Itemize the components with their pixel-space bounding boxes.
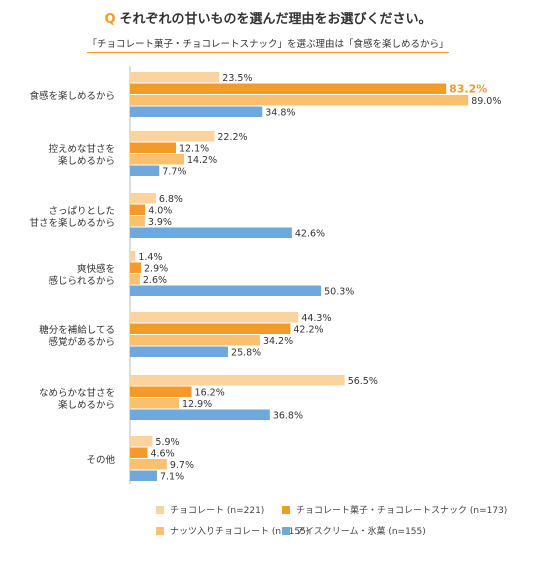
data-label: 7.1% (160, 472, 184, 483)
data-label: 89.0% (471, 96, 501, 107)
question-text: それぞれの甘いものを選んだ理由をお選びください。 (119, 12, 432, 27)
bar (130, 346, 229, 357)
data-label: 2.6% (143, 275, 167, 286)
chart-subtitle: 「チョコレート菓子・チョコレートスナック」を選ぶ理由は「食感を楽しめるから」 (0, 36, 536, 53)
bar (130, 165, 160, 176)
legend-item-chocolate-snack: チョコレート菓子・チョコレートスナック (n=173) (282, 503, 507, 516)
legend-swatch-chocolate-snack (282, 506, 290, 514)
bar (130, 72, 220, 83)
data-label: 44.3% (301, 313, 331, 324)
category-label: 食感を楽しめるから (29, 90, 115, 102)
bar (130, 312, 299, 323)
bar (130, 409, 270, 420)
subtitle-text: 「チョコレート菓子・チョコレートスナック」を選ぶ理由は「食感を楽しめるから」 (87, 39, 449, 53)
category-label: 控えめな甘さを (48, 143, 115, 155)
category-label: 糖分を補給してる (39, 324, 115, 336)
legend-label-ice-cream: アイスクリーム・氷菓 (n=155) (296, 527, 426, 537)
bar (130, 386, 192, 397)
category-label: さっぱりとした (48, 206, 115, 217)
data-label: 50.3% (324, 287, 354, 298)
bar (130, 193, 156, 204)
data-label: 16.2% (195, 388, 225, 399)
category-label: 感覚があるから (48, 336, 115, 348)
data-label: 36.8% (273, 411, 303, 422)
data-label: 7.7% (162, 167, 186, 178)
data-label: 23.5% (222, 73, 252, 84)
legend-swatch-ice-cream (282, 527, 290, 535)
bar (130, 262, 142, 273)
bar (130, 142, 176, 153)
data-label: 34.8% (265, 108, 295, 119)
bar (130, 95, 469, 106)
legend-label-nut-chocolate: ナッツ入りチョコレート (n=155) (170, 527, 310, 537)
bar (130, 227, 292, 238)
data-label: 14.2% (187, 155, 217, 166)
data-label: 6.8% (159, 194, 183, 205)
data-label: 83.2% (449, 83, 487, 96)
data-label: 12.1% (179, 144, 209, 155)
bar (130, 436, 153, 447)
data-label: 56.5% (348, 376, 378, 387)
bar (130, 398, 180, 409)
data-label: 4.0% (148, 206, 172, 217)
category-label: 爽快感を (77, 263, 115, 275)
data-label: 9.7% (170, 460, 194, 471)
data-label: 34.2% (263, 336, 293, 347)
bar (130, 375, 345, 386)
bar (130, 204, 146, 215)
bar (130, 154, 184, 165)
legend-item-chocolate: チョコレート (n=221) (156, 503, 264, 516)
bar (130, 216, 145, 227)
bar (130, 459, 167, 470)
data-label: 42.2% (293, 325, 323, 336)
legend-item-ice-cream: アイスクリーム・氷菓 (n=155) (282, 524, 426, 537)
data-label: 5.9% (155, 437, 179, 448)
data-label: 12.9% (182, 399, 212, 410)
question-title: Q それぞれの甘いものを選んだ理由をお選びください。 (0, 8, 536, 27)
category-label: 甘さを楽しめるから (29, 217, 115, 229)
bar (130, 470, 157, 481)
data-label: 25.8% (231, 348, 261, 359)
category-label: その他 (86, 454, 115, 466)
data-label: 22.2% (217, 132, 247, 143)
bar (130, 447, 148, 458)
data-label: 2.9% (144, 264, 168, 275)
bar (130, 335, 260, 346)
bar (130, 83, 447, 94)
bar (130, 251, 136, 262)
question-mark: Q (104, 12, 116, 27)
legend-swatch-chocolate (156, 506, 164, 514)
data-label: 1.4% (138, 252, 162, 263)
category-label: なめらかな甘さを (39, 387, 115, 399)
bar (130, 274, 140, 285)
bar (130, 285, 322, 296)
legend-label-chocolate-snack: チョコレート菓子・チョコレートスナック (n=173) (296, 506, 508, 516)
data-label: 42.6% (295, 229, 325, 240)
category-label: 楽しめるから (58, 155, 115, 167)
legend-label-chocolate: チョコレート (n=221) (170, 506, 265, 516)
bar (130, 131, 215, 142)
category-label: 楽しめるから (58, 399, 115, 411)
data-label: 3.9% (148, 217, 172, 228)
data-label: 4.6% (150, 449, 174, 460)
bar (130, 323, 291, 334)
bar (130, 106, 263, 117)
category-label: 感じられるから (48, 275, 115, 287)
legend-item-nut-chocolate: ナッツ入りチョコレート (n=155) (156, 524, 309, 537)
legend-swatch-nut-chocolate (156, 527, 164, 535)
